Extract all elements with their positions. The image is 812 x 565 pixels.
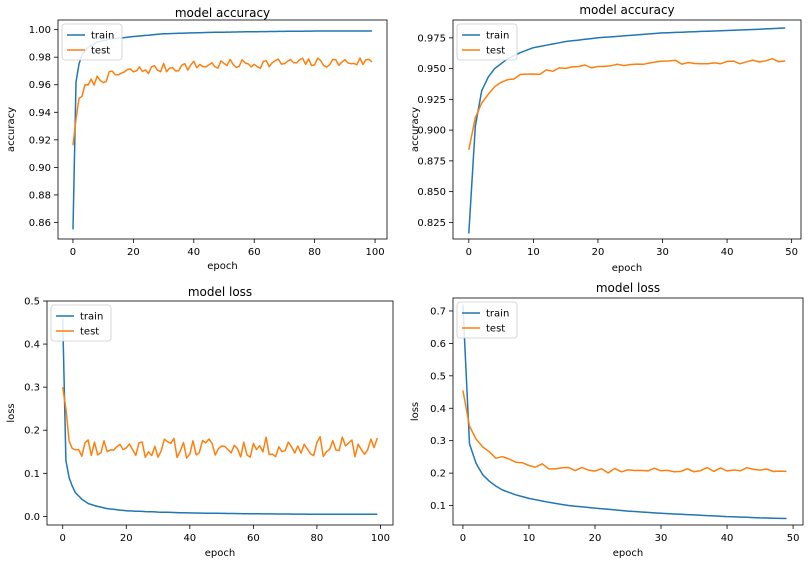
x-tick-label: 20 [589, 533, 602, 544]
y-tick-label: 0.1 [430, 501, 446, 512]
y-tick-label: 0.6 [430, 339, 446, 350]
chart-title: model accuracy [175, 6, 270, 20]
legend: train test [456, 301, 518, 339]
series-line-test [72, 57, 373, 146]
y-tick-label: 0.950 [417, 64, 446, 75]
legend-box [61, 23, 123, 61]
legend-label-train: train [91, 31, 114, 42]
series-line-test [462, 390, 787, 474]
x-tick-label: 0 [60, 533, 66, 544]
y-axis-label: loss [410, 402, 421, 421]
legend-label-test: test [486, 324, 505, 335]
x-tick-label: 10 [527, 247, 540, 258]
x-tick-label: 100 [371, 533, 390, 544]
y-tick-label: 0.88 [29, 190, 51, 201]
legend-label-test: test [486, 46, 505, 57]
y-axis-label: loss [6, 403, 17, 422]
x-tick-label: 80 [308, 247, 321, 258]
series-line-train [61, 318, 378, 515]
legend-label-train: train [80, 312, 103, 323]
legend-label-train: train [486, 309, 509, 320]
y-tick-label: 0.3 [24, 383, 40, 394]
y-tick-label: 0.5 [430, 371, 446, 382]
y-tick-label: 0.92 [29, 135, 51, 146]
x-tick-label: 0 [466, 247, 472, 258]
y-tick-label: 0.98 [29, 53, 51, 64]
legend: train test [50, 304, 112, 342]
x-tick-label: 80 [311, 533, 324, 544]
y-tick-label: 0.0 [24, 512, 40, 523]
chart-2: 0 10 20 30 40 50 0.825 0.850 0.875 0.900 0.925 0.95… [410, 3, 802, 274]
x-tick-label: 60 [247, 533, 260, 544]
plot-frame [57, 19, 388, 240]
chart-4: 0 10 20 30 40 50 0.1 0.2 0.3 0.4 0.5 0.6 0.7 model lo… [410, 281, 804, 559]
y-tick-label: 0.7 [430, 306, 446, 317]
y-tick-label: 0.825 [417, 218, 446, 229]
x-axis-label: epoch [612, 263, 642, 274]
x-tick-label: 20 [120, 533, 133, 544]
series-line-train [72, 30, 372, 230]
plot-frame [452, 297, 804, 526]
series-line-train [468, 27, 786, 234]
plot-frame [46, 300, 394, 526]
y-tick-label: 0.900 [417, 126, 446, 137]
y-tick-label: 0.96 [29, 80, 51, 91]
series-line-test [61, 387, 379, 459]
y-tick-label: 0.90 [29, 163, 51, 174]
x-tick-label: 50 [785, 247, 798, 258]
x-tick-label: 50 [787, 533, 800, 544]
y-axis-label: accuracy [410, 107, 421, 152]
x-tick-label: 40 [721, 247, 734, 258]
x-tick-label: 60 [248, 247, 261, 258]
legend-label-test: test [91, 46, 110, 57]
y-tick-label: 0.875 [417, 156, 446, 167]
y-axis-label: accuracy [6, 107, 17, 152]
y-tick-label: 0.2 [24, 426, 40, 437]
legend: train test [456, 23, 518, 61]
y-tick-label: 1.00 [29, 25, 51, 36]
y-tick-label: 0.1 [24, 469, 40, 480]
x-tick-label: 20 [127, 247, 140, 258]
x-tick-label: 0 [70, 247, 76, 258]
y-tick-label: 0.3 [430, 436, 446, 447]
chart-title: model accuracy [579, 3, 674, 17]
x-tick-label: 30 [656, 247, 669, 258]
y-tick-label: 0.975 [417, 33, 446, 44]
chart-title: model loss [596, 281, 660, 295]
x-tick-label: 100 [366, 247, 385, 258]
y-tick-label: 0.2 [430, 469, 446, 480]
x-tick-label: 40 [187, 247, 200, 258]
y-tick-label: 0.4 [24, 340, 40, 351]
x-axis-label: epoch [205, 548, 235, 559]
x-tick-label: 0 [460, 533, 466, 544]
series-line-train [462, 304, 787, 520]
legend-box [456, 23, 518, 61]
y-tick-label: 0.850 [417, 187, 446, 198]
x-tick-label: 40 [183, 533, 196, 544]
legend: train test [61, 23, 123, 61]
y-tick-label: 0.5 [24, 297, 40, 308]
y-tick-label: 0.925 [417, 95, 446, 106]
chart-title: model loss [188, 285, 252, 299]
legend-label-train: train [486, 31, 509, 42]
plot-frame [452, 19, 802, 240]
x-axis-label: epoch [613, 548, 643, 559]
x-axis-label: epoch [207, 261, 237, 272]
legend-box [50, 304, 112, 342]
x-tick-label: 30 [655, 533, 668, 544]
y-tick-label: 0.86 [29, 218, 51, 229]
series-line-test [468, 57, 786, 150]
x-tick-label: 40 [721, 533, 734, 544]
chart-1: 0 20 40 60 80 100 0.86 0.88 0.90 0.92 0.94 0.96 0.98… [6, 6, 388, 272]
x-tick-label: 20 [592, 247, 605, 258]
y-tick-label: 0.4 [430, 404, 446, 415]
x-tick-label: 10 [523, 533, 536, 544]
legend-box [456, 301, 518, 339]
chart-3: 0 20 40 60 80 100 0.0 0.1 0.2 0.3 0.4 0.5 model loss… [6, 285, 394, 559]
legend-label-test: test [80, 327, 99, 338]
y-tick-label: 0.94 [29, 108, 51, 119]
